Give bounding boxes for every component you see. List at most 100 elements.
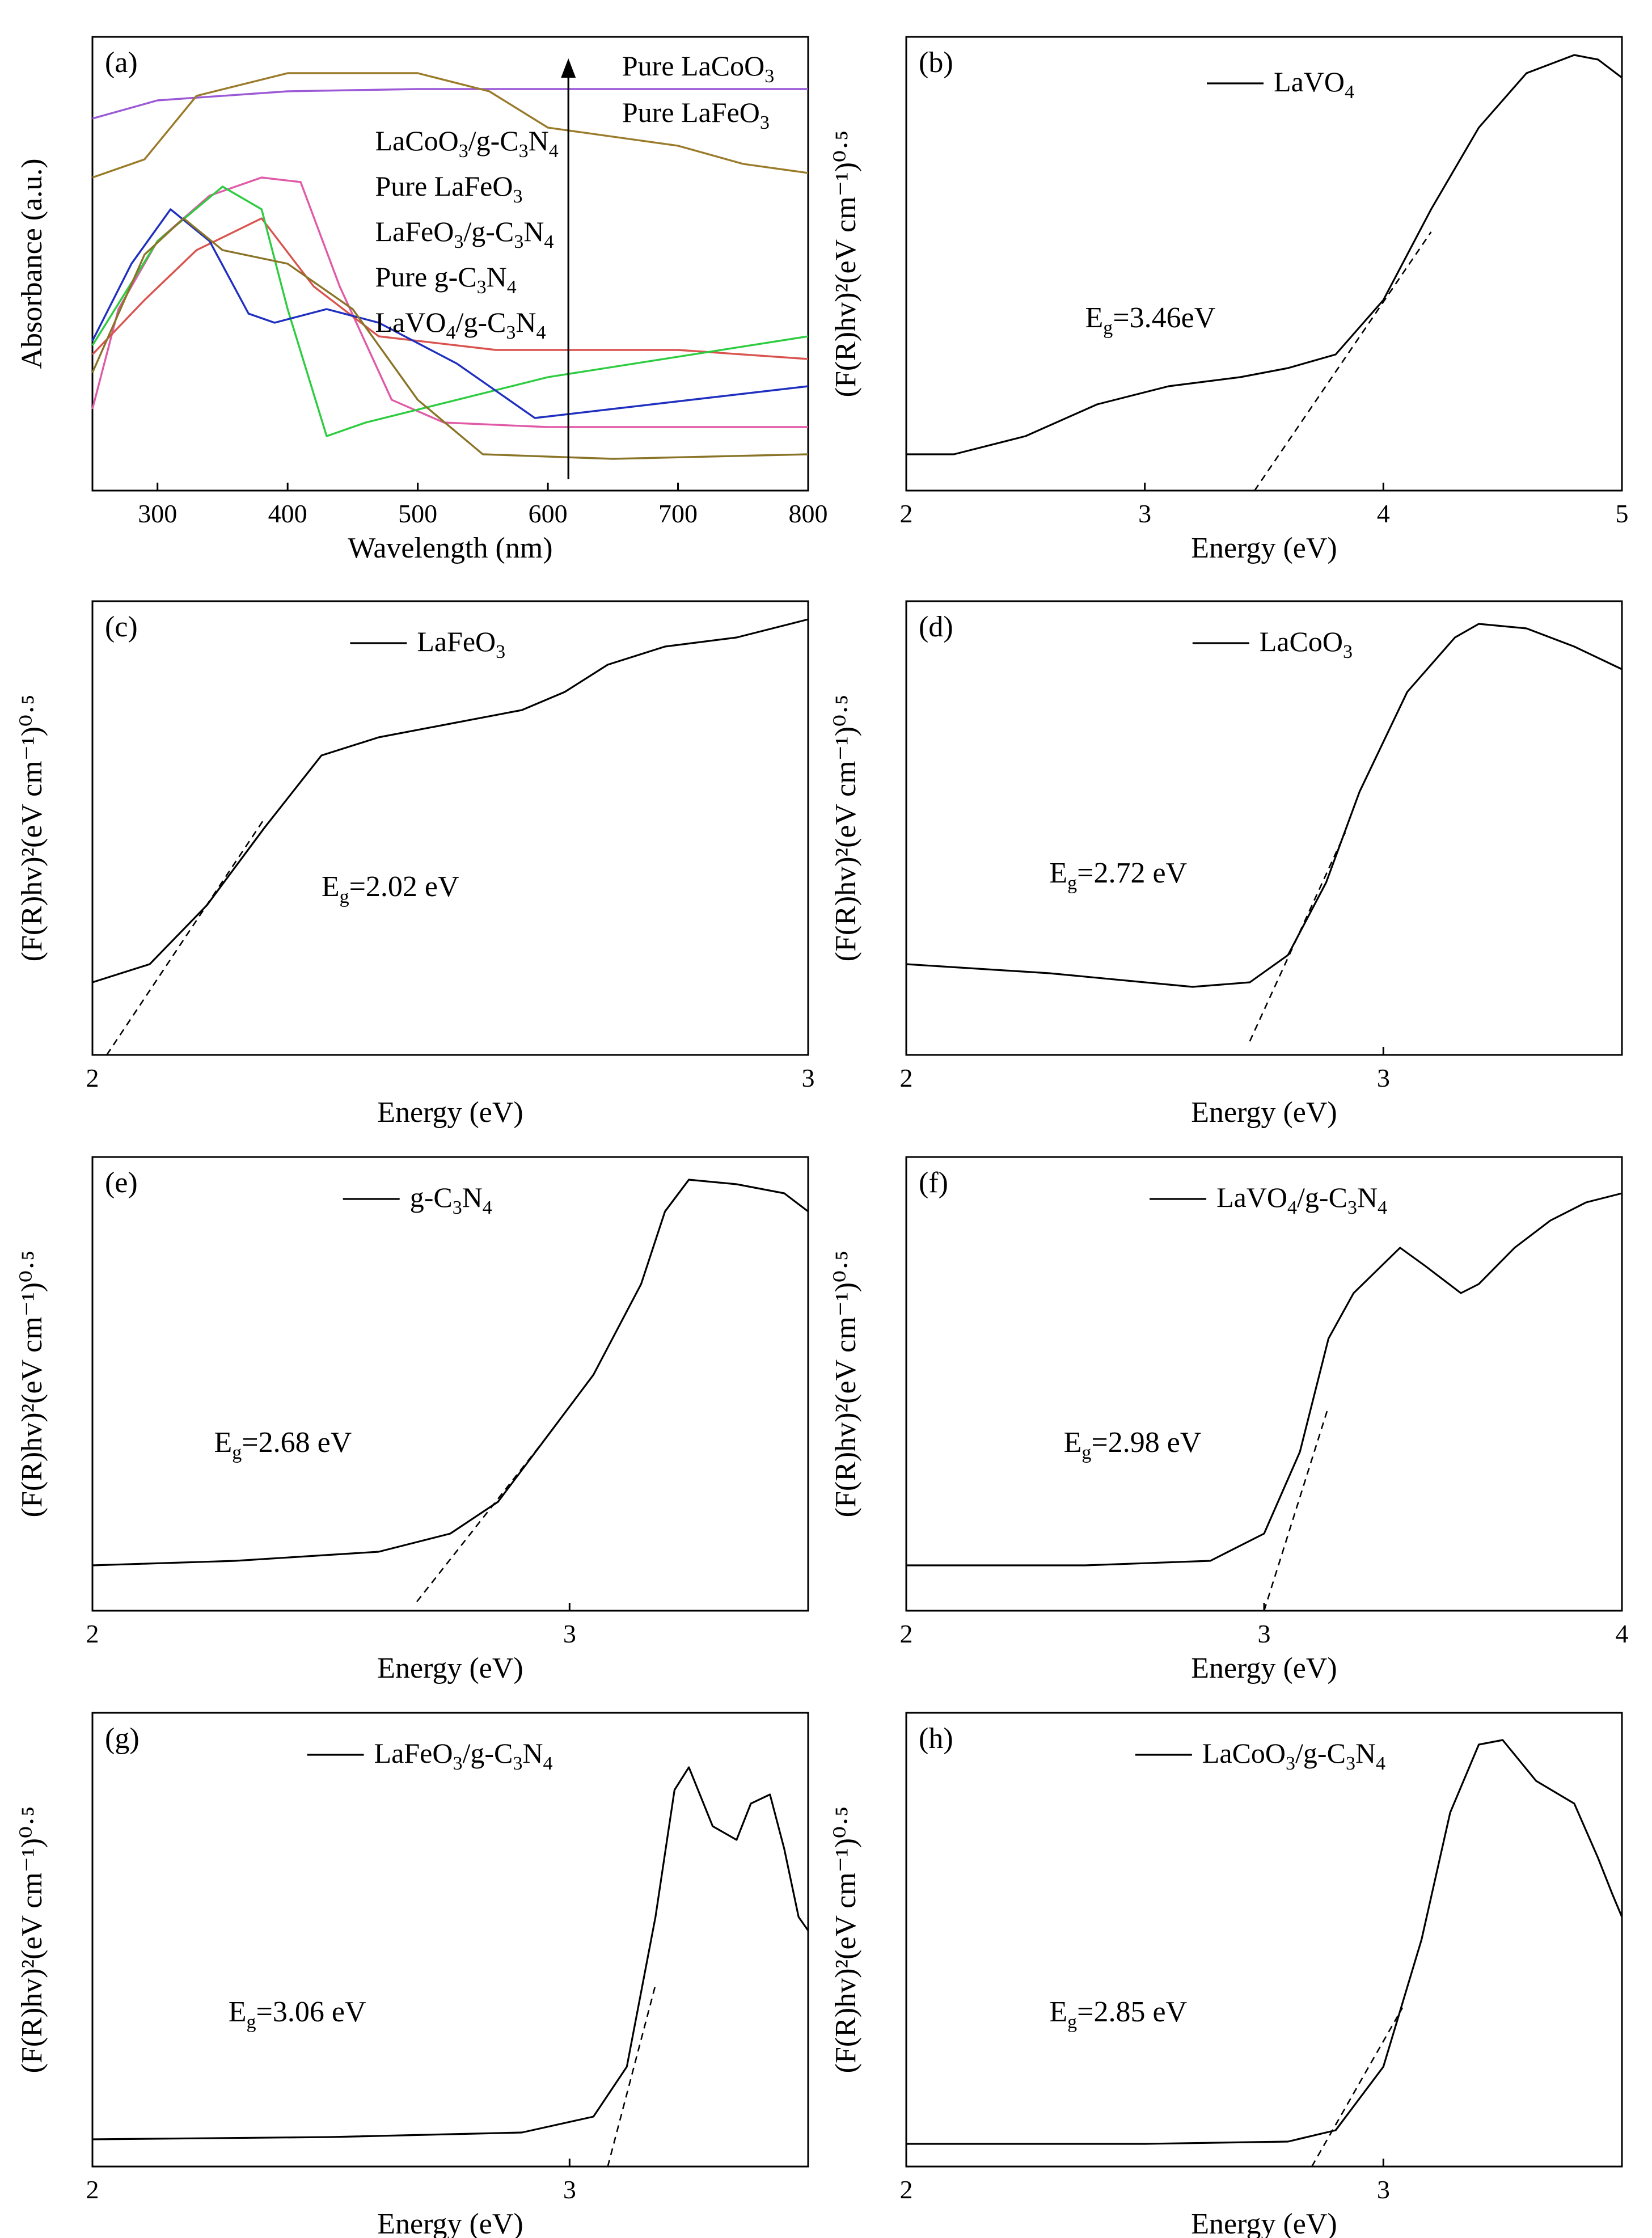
x-axis-label: Energy (eV) [1191, 2208, 1337, 2238]
legend-entry: Pure g-C3N4 [375, 261, 516, 298]
band-gap-label: Eg=2.98 eV [1064, 1426, 1202, 1463]
panel-e: 2 3 Energy (eV) (F(R)hv)²(eV cm⁻¹)⁰·⁵ (e) g-C… [16, 1156, 809, 1684]
panel-label: (a) [105, 47, 138, 79]
panel-label: (d) [919, 611, 953, 643]
arrow-label: Pure LaCoO3 [622, 50, 774, 87]
band-gap-label: Eg=2.68 eV [214, 1426, 352, 1463]
absorbance-series-line [91, 217, 809, 360]
x-axis-label: Energy (eV) [1191, 1652, 1337, 1684]
band-gap-label: Eg=2.72 eV [1049, 857, 1187, 894]
panel-b: 2 3 4 5 Energy (eV) (F(R)hv)²(eV cm⁻¹)⁰·⁵ (b) L… [830, 36, 1629, 564]
tauc-fit-line [106, 818, 265, 1055]
tauc-fit-line [1254, 231, 1432, 491]
tauc-curve [92, 1766, 809, 2140]
tauc-curve [906, 623, 1623, 988]
x-tick-label: 3 [802, 1063, 815, 1092]
tauc-fit-line [607, 1984, 657, 2167]
y-axis-label: (F(R)hv)²(eV cm⁻¹)⁰·⁵ [16, 1806, 48, 2074]
y-axis-label: (F(R)hv)²(eV cm⁻¹)⁰·⁵ [830, 1251, 862, 1518]
legend-entry: LaFeO3/g-C3N4 [375, 216, 554, 252]
plot-frame [91, 1156, 809, 1612]
y-axis-label: (F(R)hv)²(eV cm⁻¹)⁰·⁵ [16, 1251, 48, 1518]
panel-h: 2 3 Energy (eV) (F(R)hv)²(eV cm⁻¹)⁰·⁵ (h) LaC… [830, 1712, 1623, 2238]
legend-entry: LaCoO3/g-C3N4 [375, 125, 558, 162]
y-axis-label: (F(R)hv)²(eV cm⁻¹)⁰·⁵ [830, 130, 862, 398]
tauc-curve [92, 618, 809, 983]
legend-entry: LaCoO3 [1260, 626, 1353, 662]
x-axis-label: Energy (eV) [1191, 532, 1337, 564]
tauc-fit-line [1263, 1406, 1329, 1611]
y-axis-label: (F(R)hv)²(eV cm⁻¹)⁰·⁵ [16, 695, 48, 962]
arrow-head-icon [561, 58, 576, 78]
x-axis-label: Energy (eV) [377, 1096, 523, 1129]
x-tick-label: 4 [1616, 1619, 1629, 1648]
panel-d: 2 3 Energy (eV) (F(R)hv)²(eV cm⁻¹)⁰·⁵ (d) LaC… [830, 600, 1623, 1129]
band-gap-label: Eg=3.06 eV [229, 1996, 366, 2033]
x-tick-label: 500 [398, 499, 437, 528]
absorbance-series-line [91, 208, 809, 419]
x-tick-label: 2 [900, 499, 913, 528]
panel-label: (b) [919, 47, 953, 79]
tauc-fit-line [1249, 832, 1346, 1042]
plot-frame [905, 600, 1623, 1056]
x-tick-label: 600 [529, 499, 568, 528]
absorbance-series-line [91, 217, 809, 460]
x-tick-label: 400 [268, 499, 307, 528]
y-axis-label: (F(R)hv)²(eV cm⁻¹)⁰·⁵ [830, 695, 862, 962]
legend-entry: LaCoO3/g-C3N4 [1202, 1737, 1385, 1774]
tauc-curve [906, 1192, 1623, 1566]
x-tick-label: 2 [900, 1063, 913, 1092]
x-axis-label: Energy (eV) [377, 2208, 523, 2238]
panel-label: (e) [105, 1167, 138, 1199]
x-tick-label: 300 [138, 499, 177, 528]
band-gap-label: Eg=2.02 eV [322, 871, 459, 907]
absorbance-series-line [91, 176, 808, 428]
legend-entry: g-C3N4 [410, 1181, 492, 1218]
tauc-curve [92, 1179, 809, 1566]
panel-a: 300 400 500 600 700 800 Wavelength (nm) Absorba… [16, 36, 828, 564]
y-axis-label: Absorbance (a.u.) [16, 158, 48, 369]
plot-frame [91, 1712, 809, 2168]
x-tick-label: 5 [1616, 499, 1629, 528]
legend-entry: Pure LaFeO3 [375, 170, 522, 207]
x-tick-label: 3 [1258, 1619, 1271, 1648]
plot-frame [905, 1156, 1623, 1612]
band-gap-label: Eg=2.85 eV [1049, 1996, 1187, 2033]
y-axis-label: (F(R)hv)²(eV cm⁻¹)⁰·⁵ [830, 1806, 862, 2074]
x-axis-label: Wavelength (nm) [348, 532, 552, 564]
legend-entry: LaVO4/g-C3N4 [375, 306, 546, 343]
absorbance-series-line [92, 72, 809, 179]
tauc-curve [906, 54, 1623, 455]
band-gap-label: Eg=3.46eV [1085, 302, 1216, 339]
panel-g: 2 3 Energy (eV) (F(R)hv)²(eV cm⁻¹)⁰·⁵ (g) LaF… [16, 1712, 809, 2238]
panel-label: (g) [105, 1722, 140, 1755]
tauc-curve [906, 1739, 1623, 2145]
legend-entry: LaVO4 [1274, 66, 1354, 103]
x-tick-label: 3 [563, 1619, 576, 1648]
panel-c: 2 3 Energy (eV) (F(R)hv)²(eV cm⁻¹)⁰·⁵ (c) LaF… [16, 600, 815, 1129]
legend-entry: LaVO4/g-C3N4 [1216, 1181, 1387, 1218]
x-tick-label: 2 [900, 1619, 913, 1648]
x-tick-label: 3 [1377, 2175, 1390, 2204]
x-tick-label: 2 [900, 2175, 913, 2204]
x-axis-label: Energy (eV) [377, 1652, 523, 1684]
x-tick-label: 4 [1377, 499, 1390, 528]
legend-entry: LaFeO3/g-C3N4 [374, 1737, 553, 1774]
x-tick-label: 2 [86, 1619, 99, 1648]
panel-label: (f) [919, 1167, 948, 1199]
plot-frame [91, 600, 809, 1056]
tauc-fit-line [1311, 2007, 1404, 2167]
panel-f: 2 3 4 Energy (eV) (F(R)hv)²(eV cm⁻¹)⁰·⁵ (f) La… [830, 1156, 1629, 1684]
panel-label: (c) [105, 611, 138, 643]
panel-label: (h) [919, 1722, 953, 1755]
plot-frame [91, 36, 809, 492]
x-tick-label: 3 [563, 2175, 576, 2204]
x-tick-label: 800 [789, 499, 828, 528]
x-tick-label: 3 [1138, 499, 1151, 528]
x-tick-label: 2 [86, 1063, 99, 1092]
arrow-label: Pure LaFeO3 [622, 96, 770, 133]
legend-entry: LaFeO3 [417, 626, 505, 662]
plot-frame [905, 36, 1623, 492]
x-tick-label: 3 [1377, 1063, 1390, 1092]
